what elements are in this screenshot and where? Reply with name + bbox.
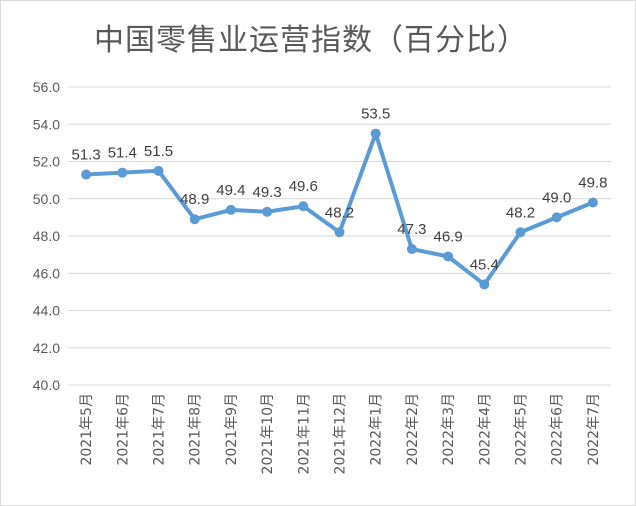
y-tick-label: 54.0 xyxy=(33,116,60,132)
y-tick-label: 52.0 xyxy=(33,154,60,170)
x-tick-label: 2022年7月 xyxy=(586,393,602,466)
data-point xyxy=(406,244,417,255)
data-label: 48.2 xyxy=(325,204,354,221)
data-label: 48.9 xyxy=(180,191,209,208)
data-point xyxy=(370,128,381,139)
data-label: 49.3 xyxy=(252,184,281,201)
data-point xyxy=(334,227,345,238)
data-label: 49.6 xyxy=(289,178,318,195)
data-point xyxy=(298,201,309,212)
x-tick-label: 2022年2月 xyxy=(405,393,421,466)
y-tick-label: 56.0 xyxy=(33,79,60,95)
x-tick-label: 2022年1月 xyxy=(369,393,385,466)
x-tick-label: 2022年3月 xyxy=(441,393,457,466)
data-point xyxy=(443,251,454,262)
x-tick-label: 2022年4月 xyxy=(477,393,493,466)
x-tick-label: 2022年6月 xyxy=(550,393,566,466)
data-label: 47.3 xyxy=(397,221,426,238)
data-label: 51.3 xyxy=(71,147,100,164)
data-label: 51.4 xyxy=(108,145,137,162)
y-tick-label: 42.0 xyxy=(33,340,60,356)
y-tick-label: 40.0 xyxy=(33,377,60,393)
x-tick-label: 2021年10月 xyxy=(260,393,276,474)
x-tick-label: 2021年11月 xyxy=(296,393,312,474)
data-point xyxy=(551,212,562,223)
data-point xyxy=(587,197,598,208)
data-label: 48.2 xyxy=(506,204,535,221)
y-tick-label: 44.0 xyxy=(33,303,60,319)
y-tick-label: 50.0 xyxy=(33,191,60,207)
x-tick-label: 2021年6月 xyxy=(115,393,131,466)
data-point xyxy=(153,165,164,176)
data-label: 49.8 xyxy=(578,174,607,191)
x-tick-label: 2021年12月 xyxy=(333,393,349,474)
y-tick-label: 48.0 xyxy=(33,228,60,244)
data-point xyxy=(262,206,273,217)
x-tick-label: 2021年7月 xyxy=(152,393,168,466)
data-label: 46.9 xyxy=(433,228,462,245)
data-point xyxy=(81,169,92,180)
data-label: 49.0 xyxy=(542,189,571,206)
data-point xyxy=(479,279,490,290)
data-label: 53.5 xyxy=(361,106,390,123)
x-tick-label: 2021年9月 xyxy=(224,393,240,466)
x-tick-label: 2021年8月 xyxy=(188,393,204,466)
data-label: 51.5 xyxy=(144,143,173,160)
data-label: 49.4 xyxy=(216,182,245,199)
data-point xyxy=(225,204,236,215)
chart-title: 中国零售业运营指数（百分比） xyxy=(94,23,528,58)
x-tick-label: 2021年5月 xyxy=(79,393,95,466)
data-point xyxy=(515,227,526,238)
data-label: 45.4 xyxy=(470,256,499,273)
data-point xyxy=(117,167,128,178)
x-tick-label: 2022年5月 xyxy=(514,393,530,466)
data-point xyxy=(189,214,200,225)
y-tick-label: 46.0 xyxy=(33,265,60,281)
